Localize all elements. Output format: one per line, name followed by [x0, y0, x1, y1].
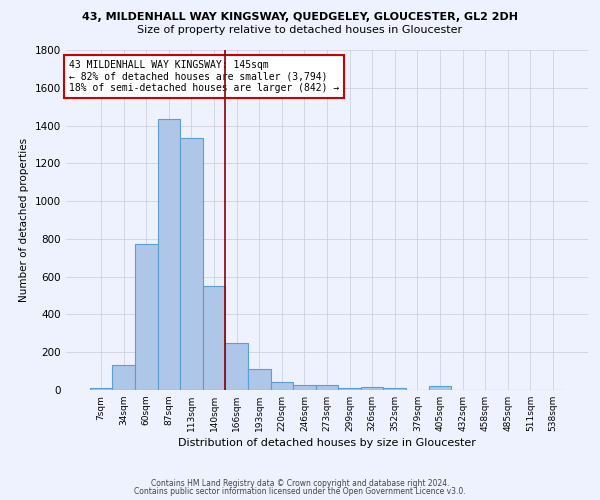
- Bar: [90, 388, 112, 390]
- Bar: [203, 286, 226, 390]
- Y-axis label: Number of detached properties: Number of detached properties: [19, 138, 29, 302]
- Bar: [316, 385, 338, 390]
- Bar: [135, 244, 158, 390]
- Bar: [338, 388, 361, 390]
- Bar: [180, 138, 203, 390]
- Bar: [293, 385, 316, 390]
- Text: Contains public sector information licensed under the Open Government Licence v3: Contains public sector information licen…: [134, 487, 466, 496]
- Text: Size of property relative to detached houses in Gloucester: Size of property relative to detached ho…: [137, 25, 463, 35]
- X-axis label: Distribution of detached houses by size in Gloucester: Distribution of detached houses by size …: [178, 438, 476, 448]
- Text: 43 MILDENHALL WAY KINGSWAY: 145sqm
← 82% of detached houses are smaller (3,794)
: 43 MILDENHALL WAY KINGSWAY: 145sqm ← 82%…: [68, 60, 339, 94]
- Text: 43, MILDENHALL WAY KINGSWAY, QUEDGELEY, GLOUCESTER, GL2 2DH: 43, MILDENHALL WAY KINGSWAY, QUEDGELEY, …: [82, 12, 518, 22]
- Bar: [226, 344, 248, 390]
- Bar: [428, 386, 451, 390]
- Bar: [383, 388, 406, 390]
- Bar: [248, 369, 271, 390]
- Text: Contains HM Land Registry data © Crown copyright and database right 2024.: Contains HM Land Registry data © Crown c…: [151, 478, 449, 488]
- Bar: [158, 119, 180, 390]
- Bar: [361, 387, 383, 390]
- Bar: [112, 366, 135, 390]
- Bar: [271, 382, 293, 390]
